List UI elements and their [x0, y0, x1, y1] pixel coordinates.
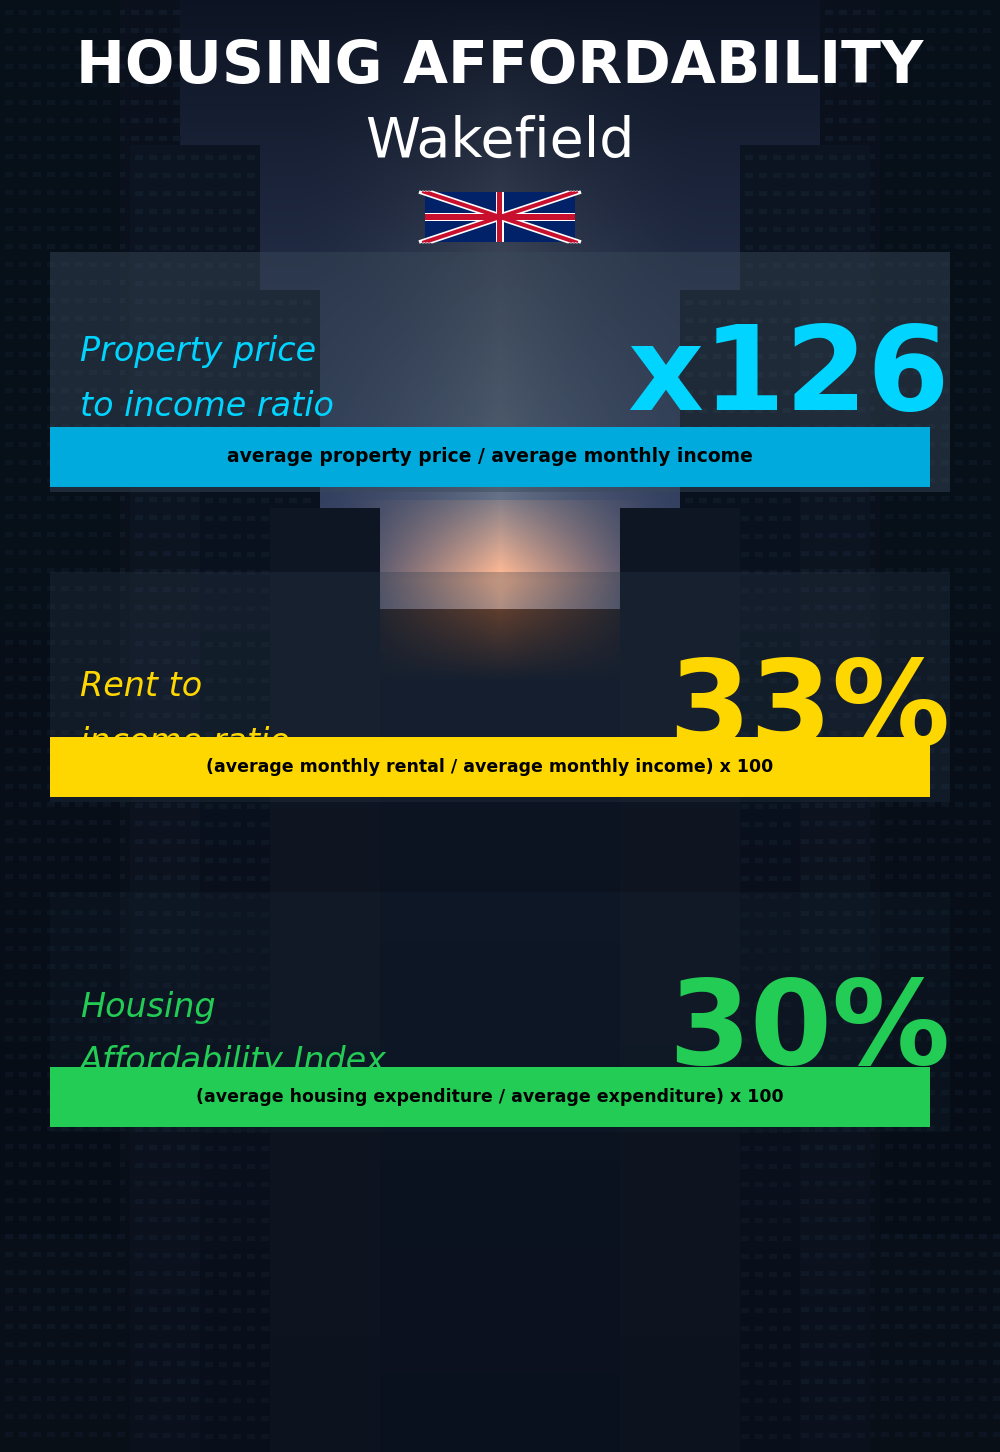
Bar [50, 892, 950, 1133]
Text: average property price / average monthly income: average property price / average monthly… [227, 447, 753, 466]
Text: Property price: Property price [80, 335, 316, 369]
Bar [50, 427, 930, 486]
Text: (average monthly rental / average monthly income) x 100: (average monthly rental / average monthl… [206, 758, 774, 775]
Text: 33%: 33% [668, 655, 950, 770]
Bar [425, 213, 575, 221]
Bar [425, 215, 575, 219]
Text: income ratio: income ratio [80, 726, 290, 758]
Bar [50, 572, 950, 802]
Text: HOUSING AFFORDABILITY: HOUSING AFFORDABILITY [76, 39, 924, 96]
Text: (average housing expenditure / average expenditure) x 100: (average housing expenditure / average e… [196, 1088, 784, 1106]
Text: Rent to: Rent to [80, 671, 202, 704]
Text: Affordability Index: Affordability Index [80, 1045, 387, 1079]
Bar [50, 253, 950, 492]
Bar [50, 738, 930, 797]
Text: x126: x126 [628, 319, 950, 434]
Text: to income ratio: to income ratio [80, 391, 334, 424]
Bar [496, 192, 504, 242]
Text: 30%: 30% [668, 974, 950, 1089]
Bar [50, 1067, 930, 1127]
Text: Wakefield: Wakefield [365, 115, 635, 168]
Bar [425, 192, 575, 242]
Text: Housing: Housing [80, 990, 216, 1024]
Bar [497, 192, 502, 242]
